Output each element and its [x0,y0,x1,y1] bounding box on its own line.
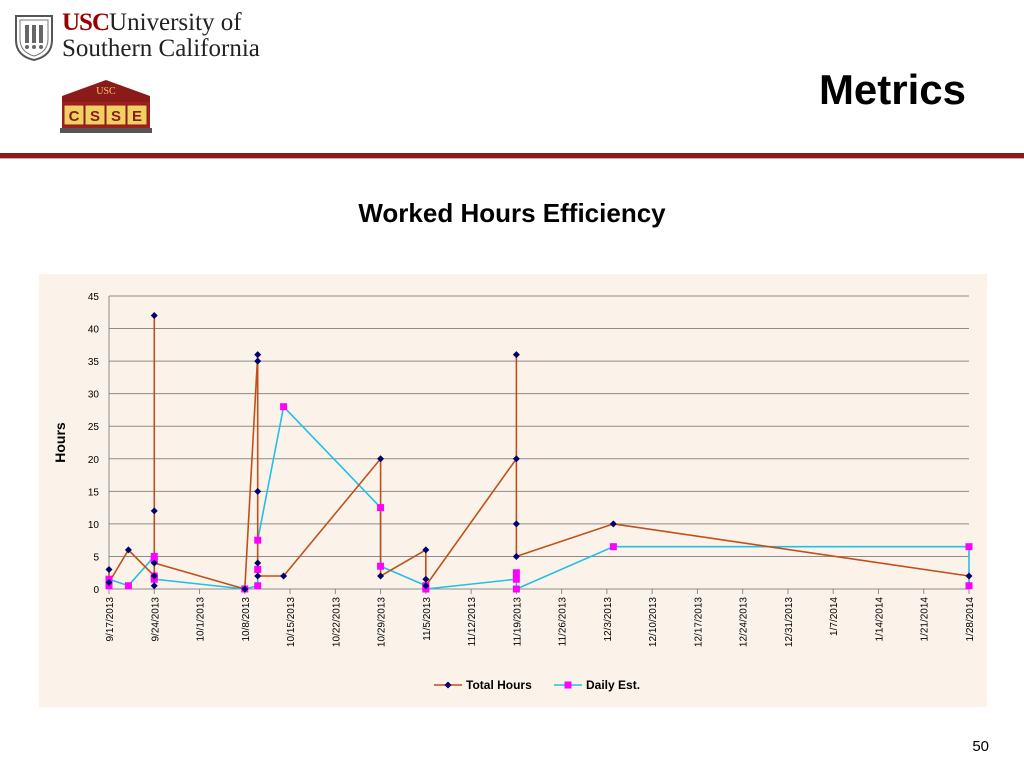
daily-est-point [512,569,520,577]
daily-est-point [254,565,262,573]
total-hours-point [254,559,262,567]
usc-logo: USCUniversity of Southern California [10,8,260,68]
total-hours-point [377,455,385,463]
x-tick-label: 10/15/2013 [286,597,297,647]
southern-california-text: Southern California [62,35,260,62]
total-hours-point [422,546,430,554]
daily-est-point [377,504,385,512]
daily-est-line [108,405,970,591]
x-tick-label: 12/3/2013 [603,597,614,642]
daily-est-point [280,403,288,411]
csse-letter-e: E [132,108,142,125]
chart-plot: 0 5 10 15 20 25 30 35 40 45 9/17/2013 9/24/2013 10/1… [52,292,976,692]
y-tick-label: 0 [93,585,99,596]
x-tick-label: 9/17/2013 [105,597,116,642]
x-tick-label: 12/10/2013 [648,597,659,647]
total-hours-point [444,681,452,689]
daily-est-point [377,562,385,570]
usc-seal-icon [15,15,53,62]
header-divider-shadow [0,158,1024,159]
csse-letter-c: C [69,108,80,125]
daily-est-point [609,543,617,551]
x-tick-label: 11/26/2013 [558,597,569,647]
total-hours-point [512,520,520,528]
total-hours-point [422,582,430,590]
daily-est-point [965,582,973,590]
x-tick-label: 11/5/2013 [422,597,433,641]
total-hours-point [150,507,158,515]
daily-est-point [512,585,520,593]
chart-title: Worked Hours Efficiency [358,198,666,228]
total-hours-legend-label: Total Hours [466,678,532,692]
total-hours-point [150,572,158,580]
y-tick-label: 25 [88,422,100,433]
daily-est-point [124,582,132,590]
y-tick-label: 45 [88,292,100,303]
x-tick-label: 1/28/2014 [965,597,976,642]
csse-logo: USC C S S E [60,80,152,133]
page-number: 50 [972,738,989,755]
total-hours-point [280,572,288,580]
x-tick-label: 11/12/2013 [467,597,478,647]
x-tick-label: 11/19/2013 [512,597,523,647]
total-hours-point [150,559,158,567]
total-hours-line [108,315,970,591]
total-hours-point [512,351,520,359]
csse-letter-s1: S [90,108,100,125]
total-hours-point [124,546,132,554]
csse-letter-s2: S [111,108,121,125]
y-tick-label: 5 [93,552,99,563]
daily-est-point [254,582,262,590]
y-tick-label: 15 [88,487,100,498]
total-hours-point [609,520,617,528]
total-hours-point [965,572,973,580]
x-tick-label: 1/7/2014 [829,597,840,636]
csse-usc-text: USC [96,86,116,97]
page-title: Metrics [818,66,966,113]
x-tick-label: 12/24/2013 [739,597,750,647]
total-hours-point [377,572,385,580]
daily-est-legend-label: Daily Est. [586,678,640,692]
daily-est-point [512,575,520,583]
total-hours-point [254,487,262,495]
chart-panel: 0 5 10 15 20 25 30 35 40 45 9/17/2013 9/24/2013 10/1… [39,274,987,707]
x-tick-label: 1/14/2014 [874,597,885,642]
x-tick-label: 1/21/2014 [920,597,931,642]
y-tick-label: 30 [88,390,100,401]
y-tick-label: 40 [88,325,100,336]
university-of-text: University of [109,9,242,36]
y-tick-label: 20 [88,455,100,466]
total-hours-point [512,552,520,560]
total-hours-point [254,357,262,365]
y-axis-title: Hours [52,422,68,463]
total-hours-point [254,351,262,359]
total-hours-point [150,582,158,590]
x-tick-label: 10/29/2013 [377,597,388,647]
usc-wordmark: USC [62,9,110,36]
total-hours-point [241,585,249,593]
x-tick-label: 9/24/2013 [150,597,161,642]
x-tick-label: 12/17/2013 [693,597,704,647]
x-tick-label: 10/8/2013 [241,597,252,642]
y-tick-label: 35 [88,357,100,368]
x-tick-label: 10/22/2013 [331,597,342,647]
y-tick-label: 10 [88,520,100,531]
daily-est-point [254,536,262,544]
daily-est-point [965,543,973,551]
daily-est-point [564,681,572,689]
header-divider [0,153,1024,158]
x-tick-label: 10/1/2013 [196,597,207,642]
total-hours-point [254,572,262,580]
total-hours-point [105,565,113,573]
total-hours-point [512,455,520,463]
total-hours-point [105,578,113,586]
total-hours-point [422,575,430,583]
total-hours-point [150,312,158,320]
x-tick-label: 12/31/2013 [784,597,795,647]
